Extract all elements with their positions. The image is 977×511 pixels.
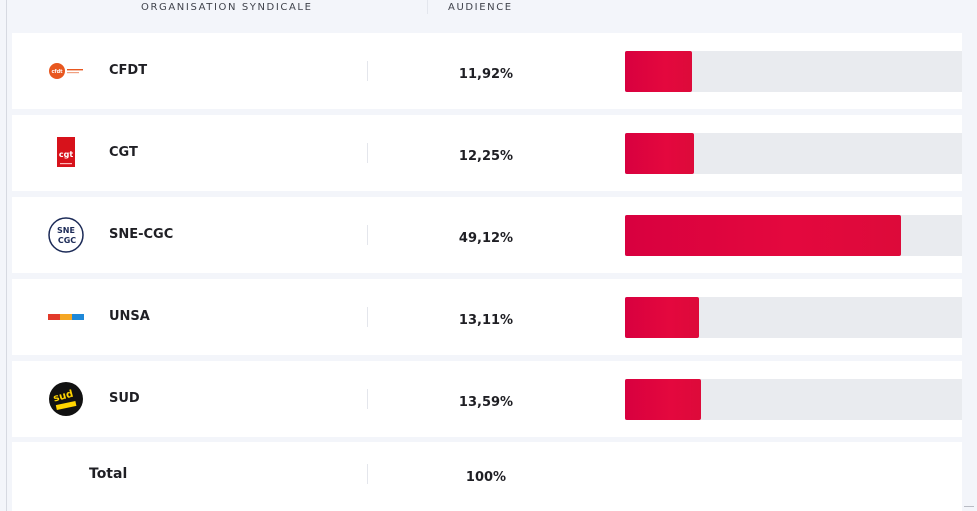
table-row: UNSA 13,11% [12, 279, 962, 355]
table-row: sud SUD 13,59% [12, 361, 962, 437]
unsa-logo [46, 297, 86, 337]
column-separator [367, 307, 368, 327]
audience-bar [625, 51, 692, 92]
organisation-name: SUD [109, 391, 140, 406]
organisation-name: SNE-CGC [109, 227, 174, 242]
svg-text:sud: sud [52, 389, 74, 405]
bar-track [625, 215, 962, 256]
column-separator [367, 61, 368, 81]
audience-bar [625, 379, 702, 420]
sud-logo: sud [46, 379, 86, 419]
left-border [6, 0, 7, 511]
total-label: Total [89, 466, 128, 482]
total-row: Total 100% [12, 442, 962, 511]
audience-bar [625, 133, 694, 174]
audience-bar [625, 215, 901, 256]
table-row: SNE CGC SNE-CGC 49,12% [12, 197, 962, 273]
cfdt-logo: cfdt [46, 51, 86, 91]
column-separator [367, 225, 368, 245]
column-header-audience: AUDIENCE [448, 2, 513, 13]
total-separator [367, 464, 368, 484]
organisation-name: CGT [109, 145, 138, 160]
column-separator [367, 389, 368, 409]
corner-mark [964, 506, 974, 510]
header-separator [427, 0, 428, 14]
cgt-logo: cgt [46, 133, 86, 173]
svg-text:CGC: CGC [58, 236, 76, 245]
column-separator [367, 143, 368, 163]
table-row: cfdt CFDT 11,92% [12, 33, 962, 109]
total-value: 100% [465, 470, 507, 485]
bar-track [625, 133, 962, 174]
svg-text:SNE: SNE [57, 226, 75, 235]
audience-value: 13,11% [458, 313, 514, 328]
svg-text:cgt: cgt [59, 150, 73, 159]
audience-bar [625, 297, 699, 338]
table-row: cgt CGT 12,25% [12, 115, 962, 191]
svg-text:cfdt: cfdt [51, 69, 63, 75]
organisation-name: CFDT [109, 63, 148, 78]
bar-track [625, 379, 962, 420]
bar-track [625, 297, 962, 338]
sne-cgc-logo: SNE CGC [46, 215, 86, 255]
audience-value: 11,92% [458, 67, 514, 82]
audience-value: 12,25% [458, 149, 514, 164]
audience-value: 49,12% [458, 231, 514, 246]
table-header: ORGANISATION SYNDICALE AUDIENCE [12, 0, 962, 20]
audience-value: 13,59% [458, 395, 514, 410]
column-header-organisation: ORGANISATION SYNDICALE [141, 2, 313, 13]
bar-track [625, 51, 962, 92]
organisation-name: UNSA [109, 309, 150, 324]
